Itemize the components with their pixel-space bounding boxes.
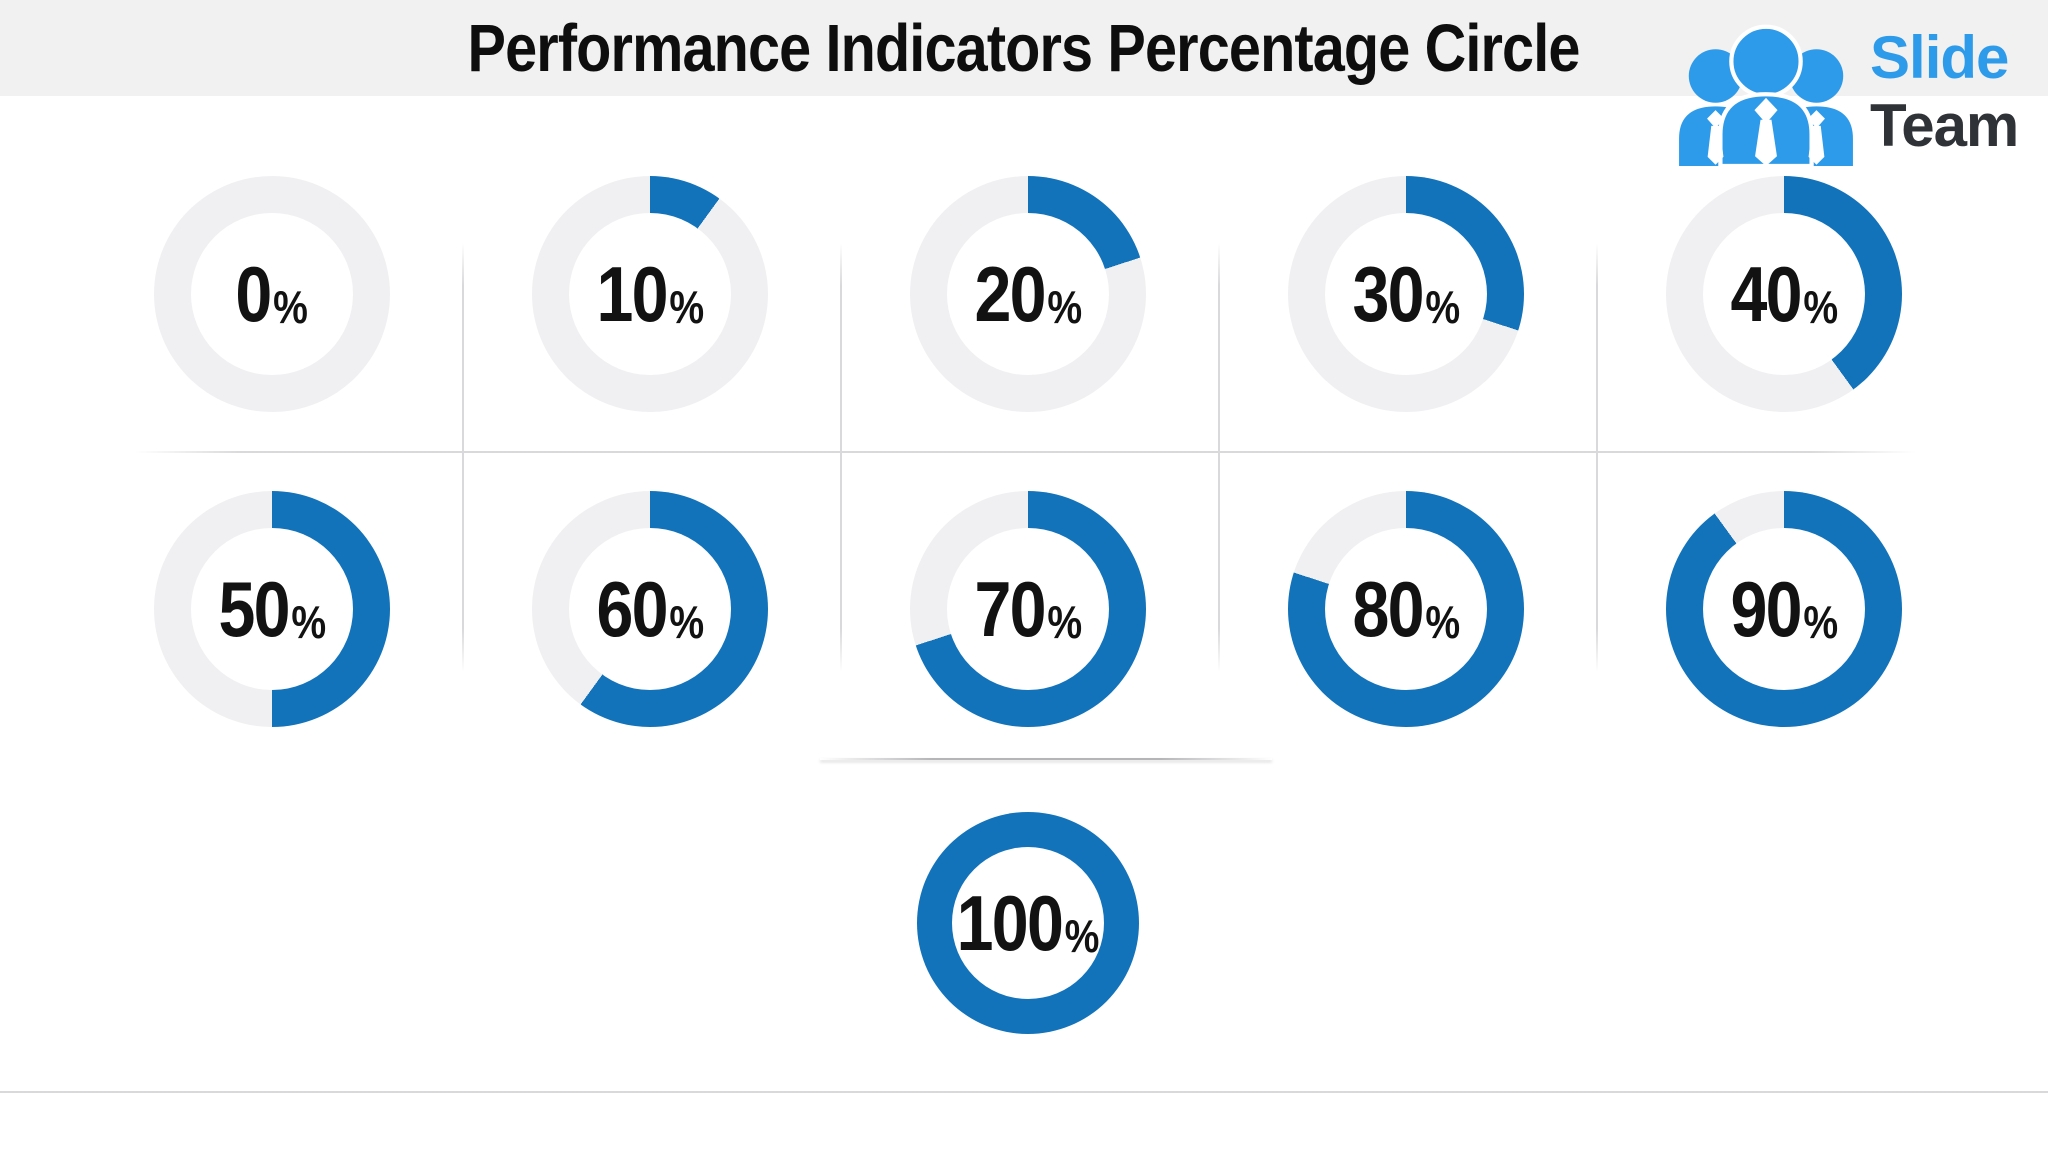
- donut-100-label: 100%: [956, 879, 1100, 967]
- donut-50-hole: 50%: [191, 528, 353, 690]
- donut-100-hole: 100%: [952, 847, 1104, 999]
- donut-60-percent: 60%: [532, 491, 768, 727]
- donut-40-label: 40%: [1730, 250, 1838, 338]
- grid-vertical-divider-1: [462, 243, 464, 672]
- donut-10-hole: 10%: [569, 213, 731, 375]
- slideteam-logo: Slide Team: [1668, 14, 2040, 166]
- donut-20-hole: 20%: [947, 213, 1109, 375]
- donut-0-percent: 0%: [154, 176, 390, 412]
- footer-divider: [0, 1091, 2048, 1093]
- donut-50-label: 50%: [218, 565, 326, 653]
- donut-0-hole: 0%: [191, 213, 353, 375]
- donut-90-percent: 90%: [1666, 491, 1902, 727]
- grid-horizontal-divider-short: [820, 758, 1272, 760]
- donut-0-label: 0%: [235, 250, 309, 338]
- donut-60-hole: 60%: [569, 528, 731, 690]
- donut-50-percent: 50%: [154, 491, 390, 727]
- page-title: Performance Indicators Percentage Circle: [0, 0, 2048, 96]
- donut-70-hole: 70%: [947, 528, 1109, 690]
- donut-80-label: 80%: [1352, 565, 1460, 653]
- donut-30-hole: 30%: [1325, 213, 1487, 375]
- logo-slide-text: Slide: [1870, 24, 2009, 91]
- logo-team-text: Team: [1870, 92, 2019, 159]
- donut-100-percent: 100%: [917, 812, 1139, 1034]
- grid-vertical-divider-3: [1218, 243, 1220, 672]
- donut-30-percent: 30%: [1288, 176, 1524, 412]
- donut-10-percent: 10%: [532, 176, 768, 412]
- grid-vertical-divider-2: [840, 243, 842, 672]
- grid-vertical-divider-4: [1596, 243, 1598, 672]
- logo-text: Slide Team: [1870, 14, 2019, 159]
- donut-40-hole: 40%: [1703, 213, 1865, 375]
- team-people-icon: [1679, 24, 1853, 166]
- donut-70-label: 70%: [974, 565, 1082, 653]
- donut-20-percent: 20%: [910, 176, 1146, 412]
- donut-40-percent: 40%: [1666, 176, 1902, 412]
- donut-90-hole: 90%: [1703, 528, 1865, 690]
- donut-60-label: 60%: [596, 565, 704, 653]
- donut-80-percent: 80%: [1288, 491, 1524, 727]
- page-title-text: Performance Indicators Percentage Circle: [467, 10, 1581, 86]
- donut-30-label: 30%: [1352, 250, 1460, 338]
- grid-horizontal-divider: [135, 451, 1915, 453]
- donut-10-label: 10%: [596, 250, 704, 338]
- donut-80-hole: 80%: [1325, 528, 1487, 690]
- donut-20-label: 20%: [974, 250, 1082, 338]
- donut-70-percent: 70%: [910, 491, 1146, 727]
- donut-90-label: 90%: [1730, 565, 1838, 653]
